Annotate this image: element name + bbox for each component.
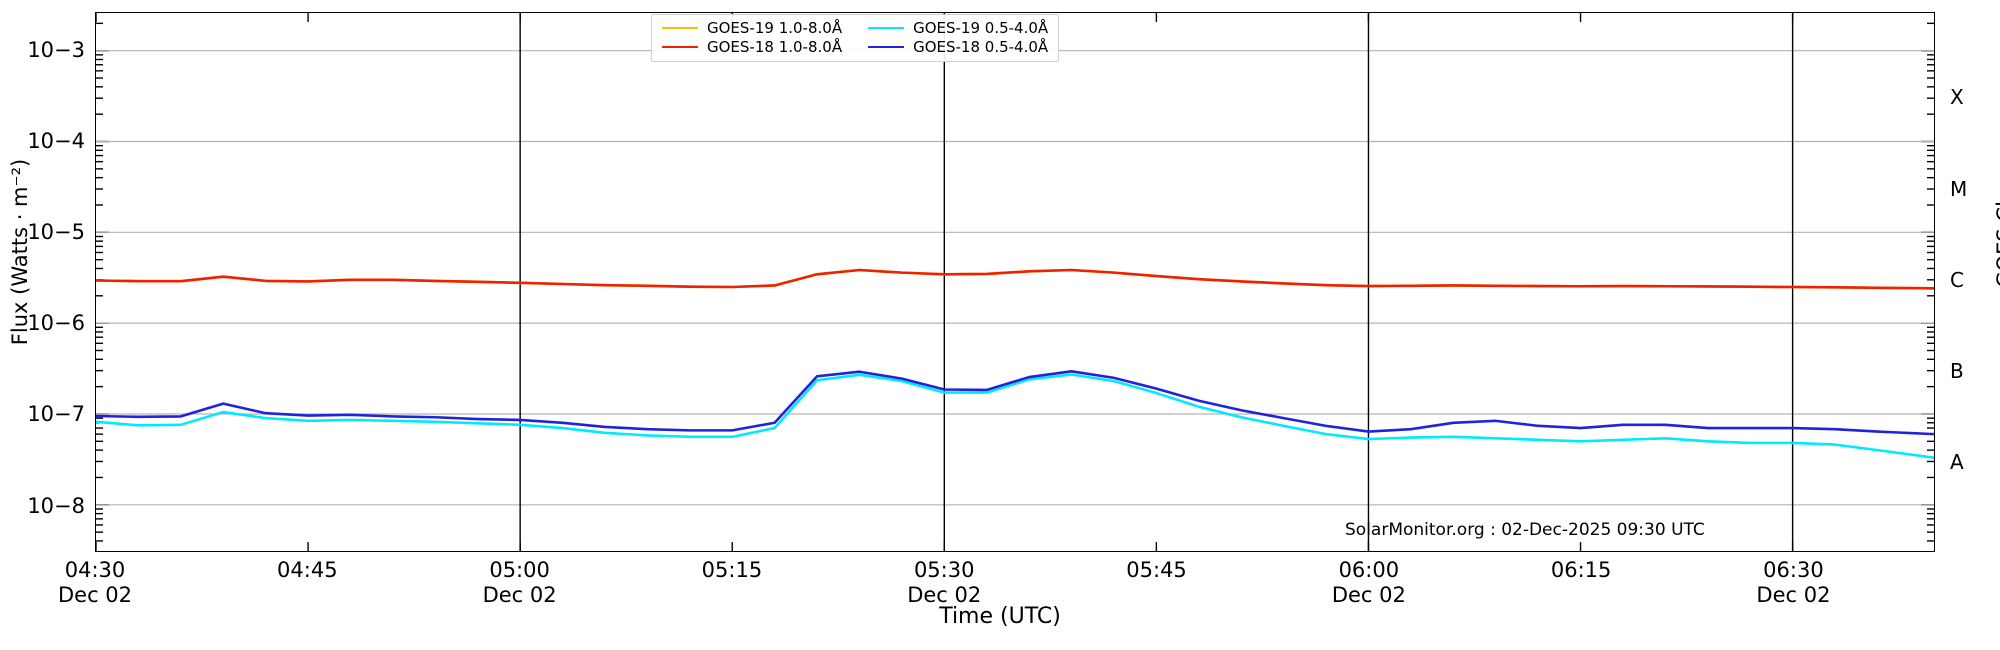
legend-label: GOES-18 0.5-4.0Å	[913, 38, 1049, 56]
legend-label: GOES-19 0.5-4.0Å	[913, 19, 1049, 37]
x-tick-time: 04:45	[277, 558, 338, 582]
legend-label: GOES-19 1.0-8.0Å	[707, 19, 843, 37]
plot-area	[95, 12, 1935, 552]
x-tick-label: 05:30 Dec 02	[907, 558, 981, 608]
x-tick-label: 04:45	[277, 558, 338, 583]
x-tick-label: 06:15	[1551, 558, 1612, 583]
legend-item[interactable]: GOES-18 0.5-4.0Å	[868, 38, 1048, 56]
x-tick-time: 06:30	[1763, 558, 1824, 582]
x-tick-date: Dec 02	[57, 583, 133, 607]
x-tick-date: Dec 02	[482, 583, 557, 607]
legend-color-swatch	[868, 46, 905, 48]
legend-color-swatch	[662, 46, 698, 48]
x-tick-time: 05:15	[701, 558, 763, 582]
legend-item[interactable]: GOES-18 1.0-8.0Å	[662, 38, 842, 56]
y-tick-label: 10−3	[27, 37, 85, 62]
y-tick-label: 10−7	[27, 402, 85, 427]
x-tick-time: 06:00	[1338, 558, 1400, 582]
y-tick-label: 10−4	[27, 128, 85, 153]
legend-label: GOES-18 1.0-8.0Å	[707, 38, 843, 56]
y-tick-label: 10−5	[27, 220, 85, 245]
goes-class-label: M	[1950, 176, 1968, 201]
x-tick-label: 04:30 Dec 02	[58, 558, 132, 608]
goes-class-label: B	[1950, 358, 1964, 383]
x-tick-time: 05:00	[489, 558, 550, 582]
x-tick-label: 06:30 Dec 02	[1756, 558, 1830, 608]
goes-class-label: A	[1950, 450, 1964, 475]
x-tick-date: Dec 02	[1756, 583, 1831, 607]
x-tick-date: Dec 02	[907, 583, 982, 607]
goes-class-label: C	[1950, 267, 1964, 292]
x-tick-label: 05:15	[702, 558, 763, 583]
y-tick-label: 10−8	[27, 493, 85, 518]
legend: GOES-19 1.0-8.0Å GOES-19 0.5-4.0Å GOES-18 …	[651, 14, 1060, 62]
x-tick-label: 06:00 Dec 02	[1332, 558, 1406, 608]
plot-svg	[96, 13, 1934, 551]
credit-annotation: SolarMonitor.org : 02-Dec-2025 09:30 UTC	[1345, 520, 1705, 540]
goes-class-label: X	[1950, 85, 1964, 110]
x-axis-label: Time (UTC)	[939, 604, 1061, 629]
x-tick-time: 05:30	[913, 558, 975, 582]
x-tick-date: Dec 02	[1331, 583, 1406, 607]
legend-color-swatch	[868, 27, 905, 29]
legend-item[interactable]: GOES-19 1.0-8.0Å	[662, 19, 842, 37]
y2-axis-label: GOES Class	[1993, 166, 2000, 288]
x-tick-time: 06:15	[1550, 558, 1612, 582]
x-tick-label: 05:45	[1126, 558, 1187, 583]
y-tick-label: 10−6	[27, 311, 85, 336]
legend-item[interactable]: GOES-19 0.5-4.0Å	[868, 19, 1048, 37]
x-tick-time: 04:30	[64, 558, 126, 582]
legend-color-swatch	[662, 27, 698, 29]
x-tick-time: 05:45	[1126, 558, 1187, 582]
x-tick-label: 05:00 Dec 02	[483, 558, 557, 608]
